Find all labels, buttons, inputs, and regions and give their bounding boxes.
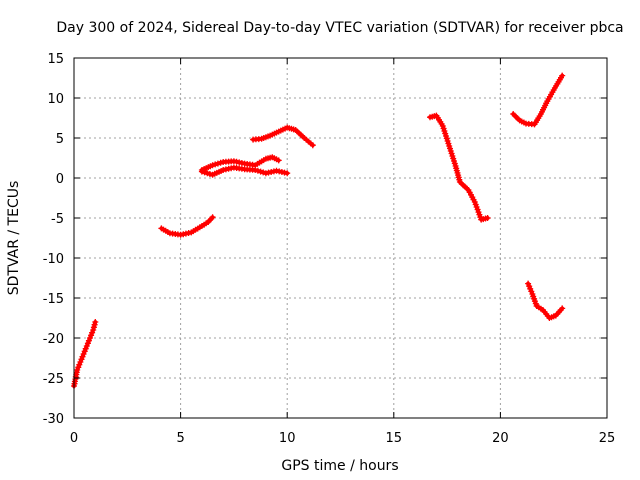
- data-point: [198, 168, 205, 175]
- x-axis-label: GPS time / hours: [281, 458, 398, 474]
- y-tick-label: 10: [47, 92, 64, 107]
- data-point: [559, 72, 566, 79]
- y-tick-label: -30: [43, 412, 64, 427]
- series-track-8: [525, 280, 566, 321]
- data-point: [76, 361, 83, 368]
- series-track-4: [198, 164, 291, 178]
- data-series: [71, 72, 566, 389]
- series-track-3: [198, 154, 282, 173]
- data-point: [484, 215, 491, 221]
- y-axis-label: SDTVAR / TECUs: [6, 181, 22, 296]
- data-point: [284, 170, 291, 177]
- data-point: [87, 335, 93, 341]
- y-tick-label: -15: [43, 292, 64, 307]
- data-point: [83, 343, 90, 349]
- data-point: [559, 305, 566, 312]
- data-point: [79, 353, 86, 360]
- x-tick-label: 5: [176, 431, 184, 446]
- y-tick-label: -20: [43, 332, 64, 347]
- data-point: [90, 327, 97, 333]
- data-point: [214, 160, 221, 167]
- data-point: [309, 142, 316, 149]
- x-axis-ticks: 0 5 10 15 20 25: [70, 58, 615, 446]
- series-track-6: [427, 112, 491, 223]
- y-axis-ticks: 15 10 5 0 -5 -10 -15 -20 -25 -30: [43, 52, 607, 427]
- grid-lines: [74, 58, 607, 418]
- data-point: [85, 337, 92, 344]
- series-track-2: [158, 214, 216, 238]
- y-tick-label: 15: [47, 52, 64, 67]
- data-point: [92, 319, 99, 325]
- chart-title: Day 300 of 2024, Sidereal Day-to-day VTE…: [56, 20, 623, 36]
- y-tick-label: -10: [43, 252, 64, 267]
- data-point: [275, 157, 282, 164]
- x-tick-label: 15: [386, 431, 403, 446]
- x-tick-label: 0: [70, 431, 78, 446]
- series-track-5: [250, 124, 316, 149]
- y-tick-label: 5: [56, 132, 64, 147]
- x-tick-label: 25: [599, 431, 616, 446]
- data-point: [82, 345, 89, 352]
- data-point: [209, 214, 216, 221]
- data-point: [74, 367, 81, 373]
- data-point: [201, 169, 208, 176]
- series-line: [428, 113, 490, 222]
- series-track-7: [510, 72, 566, 128]
- data-point: [252, 167, 259, 173]
- data-point: [77, 359, 84, 365]
- data-point: [260, 169, 267, 176]
- data-point: [89, 329, 96, 336]
- y-tick-label: -5: [51, 212, 64, 227]
- data-point: [254, 167, 261, 174]
- data-point: [91, 321, 98, 328]
- x-tick-label: 10: [279, 431, 296, 446]
- x-tick-label: 20: [492, 431, 509, 446]
- y-tick-label: 0: [56, 172, 64, 187]
- y-tick-label: -25: [43, 372, 64, 387]
- data-point: [80, 351, 87, 357]
- data-point: [212, 161, 219, 168]
- plot-frame: [73, 57, 608, 419]
